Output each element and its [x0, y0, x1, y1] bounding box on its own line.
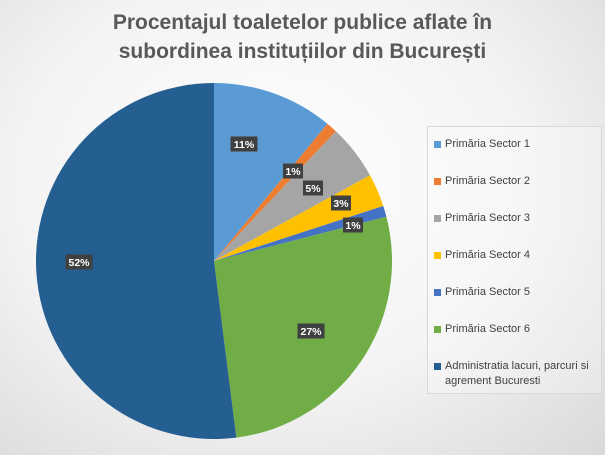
data-label-box — [230, 136, 258, 152]
pie-slice — [214, 83, 328, 261]
pie-slice — [35, 83, 237, 439]
data-label-box — [297, 323, 325, 339]
legend-label: Primăria Sector 4 — [445, 249, 530, 261]
legend-swatch — [434, 289, 441, 296]
data-label-text: 52% — [68, 257, 90, 269]
data-label-text: 3% — [333, 198, 349, 210]
data-label-box — [343, 217, 363, 233]
chart-title-line-2: subordinea instituțiilor din București — [118, 40, 487, 63]
data-label: 5% — [303, 180, 323, 196]
data-label: 1% — [283, 163, 303, 179]
legend-label: Administratia lacuri, parcuri si agremen… — [445, 360, 589, 387]
legend-label: Primăria Sector 3 — [445, 212, 530, 224]
legend-label: Primăria Sector 2 — [445, 175, 530, 187]
data-label-text: 5% — [305, 183, 321, 195]
data-label: 11% — [230, 136, 258, 152]
legend-swatch — [434, 215, 441, 222]
data-label-box — [331, 195, 351, 211]
data-label-box — [65, 254, 93, 270]
data-label: 1% — [343, 217, 363, 233]
data-label: 52% — [65, 254, 93, 270]
chart-legend: Primăria Sector 1 Primăria Sector 2 Primăr… — [427, 126, 602, 394]
data-label-text: 1% — [285, 166, 301, 178]
chart-title-line-1: Procentajul toaletelor publice aflate în — [112, 11, 493, 34]
legend-swatch — [434, 252, 441, 259]
pie-slice — [214, 123, 336, 262]
legend-label: Primăria Sector 6 — [445, 323, 530, 335]
data-label-box — [303, 180, 323, 196]
data-label-text: 27% — [300, 326, 322, 338]
legend-swatch — [434, 178, 441, 185]
data-label-text: 11% — [234, 139, 255, 151]
pie-slice — [214, 131, 370, 261]
legend-swatch — [434, 363, 441, 370]
data-label: 3% — [331, 195, 351, 211]
chart-title: Procentajul toaletelor publice aflate în… — [0, 8, 605, 66]
data-label: 27% — [297, 323, 325, 339]
legend-label: Primăria Sector 1 — [445, 138, 530, 150]
legend-swatch — [434, 326, 441, 333]
data-label-box — [283, 163, 303, 179]
legend-swatch — [434, 141, 441, 148]
data-label-text: 1% — [345, 220, 361, 232]
legend-label: Primăria Sector 5 — [445, 286, 530, 298]
